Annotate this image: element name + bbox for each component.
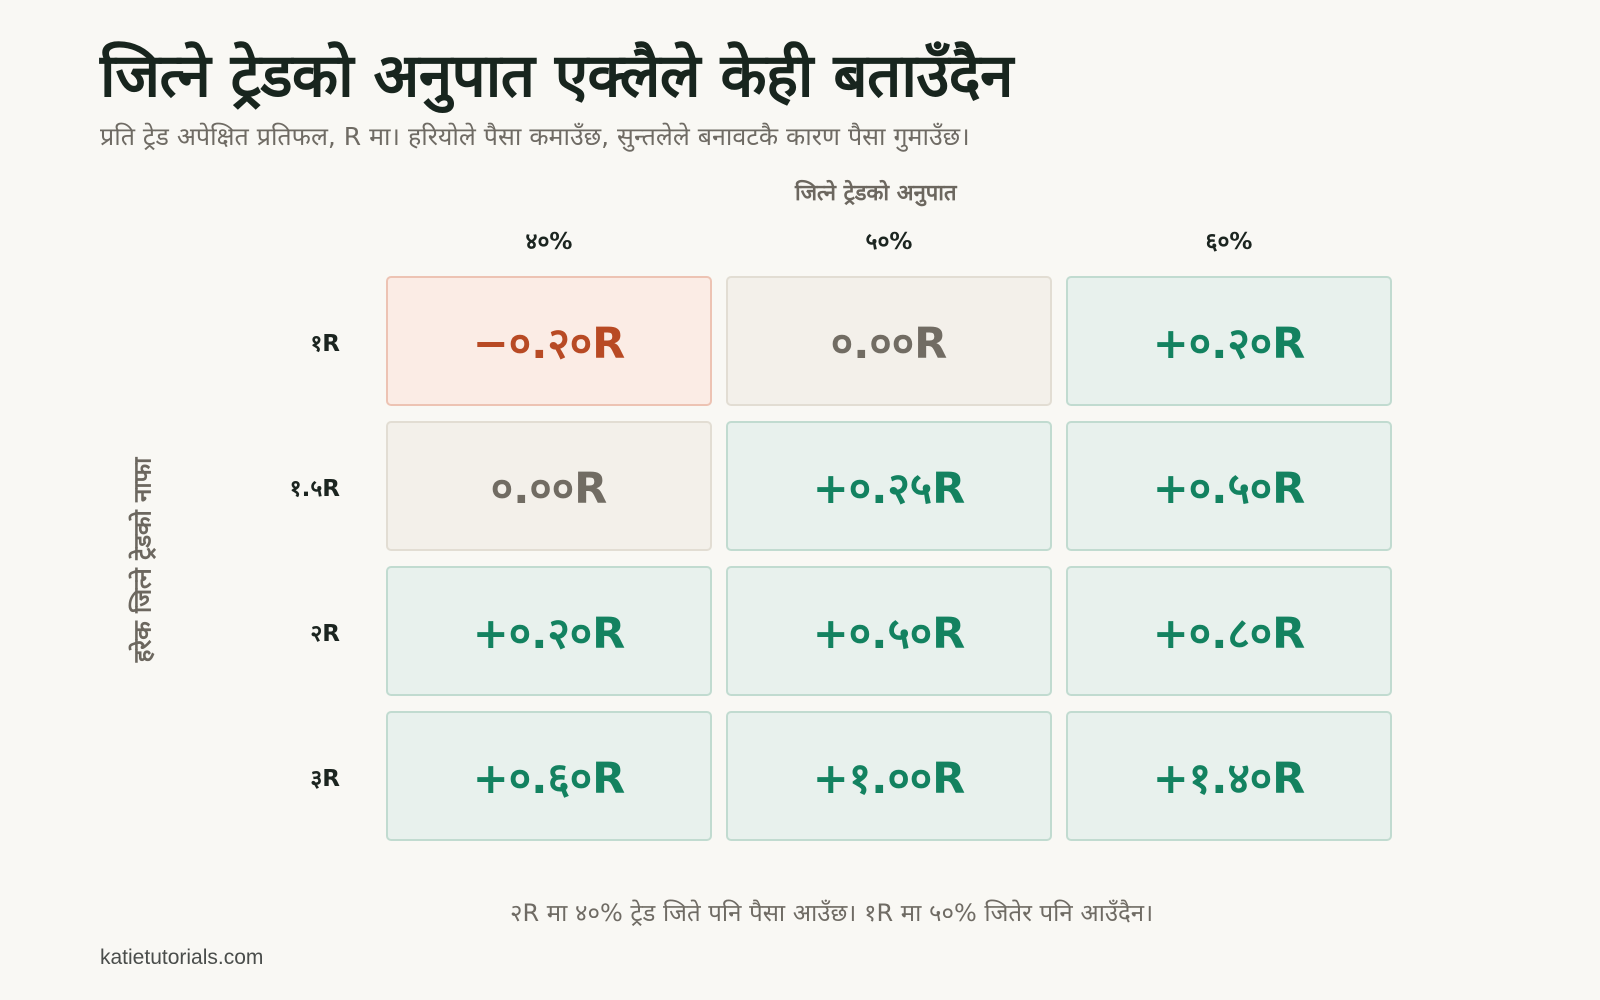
row-label: १R bbox=[310, 331, 340, 357]
heatmap-cell: −०.२०R bbox=[386, 276, 712, 406]
footnote: २R मा ४०% ट्रेड जिते पनि पैसा आउँछ। १R म… bbox=[510, 899, 1154, 927]
heatmap-cell: +१.४०R bbox=[1066, 711, 1392, 841]
row-label: १.५R bbox=[289, 476, 340, 502]
heatmap-cell: +०.५०R bbox=[726, 566, 1052, 696]
row-label: २R bbox=[310, 621, 340, 647]
heatmap-cell: ०.००R bbox=[386, 421, 712, 551]
column-label: ६०% bbox=[1205, 229, 1253, 255]
y-axis-label: हरेक जित्ने ट्रेडको नाफा bbox=[128, 457, 157, 663]
heatmap-cell: +०.२५R bbox=[726, 421, 1052, 551]
row-label: ३R bbox=[310, 766, 340, 792]
heatmap-cell: +०.२०R bbox=[386, 566, 712, 696]
x-axis-label: जित्ने ट्रेडको अनुपात bbox=[795, 181, 957, 206]
page-subtitle: प्रति ट्रेड अपेक्षित प्रतिफल, R मा। हरिय… bbox=[100, 122, 970, 151]
heatmap-cell: +०.२०R bbox=[1066, 276, 1392, 406]
heatmap-cell: ०.००R bbox=[726, 276, 1052, 406]
heatmap-cell: +०.५०R bbox=[1066, 421, 1392, 551]
column-label: ५०% bbox=[865, 229, 913, 255]
heatmap-cell: +०.८०R bbox=[1066, 566, 1392, 696]
brand-footer: katietutorials.com bbox=[100, 946, 264, 969]
heatmap-cell: +०.६०R bbox=[386, 711, 712, 841]
column-label: ४०% bbox=[525, 229, 573, 255]
page-title: जित्ने ट्रेडको अनुपात एक्लैले केही बताउँ… bbox=[100, 41, 1013, 111]
heatmap-cell: +१.००R bbox=[726, 711, 1052, 841]
